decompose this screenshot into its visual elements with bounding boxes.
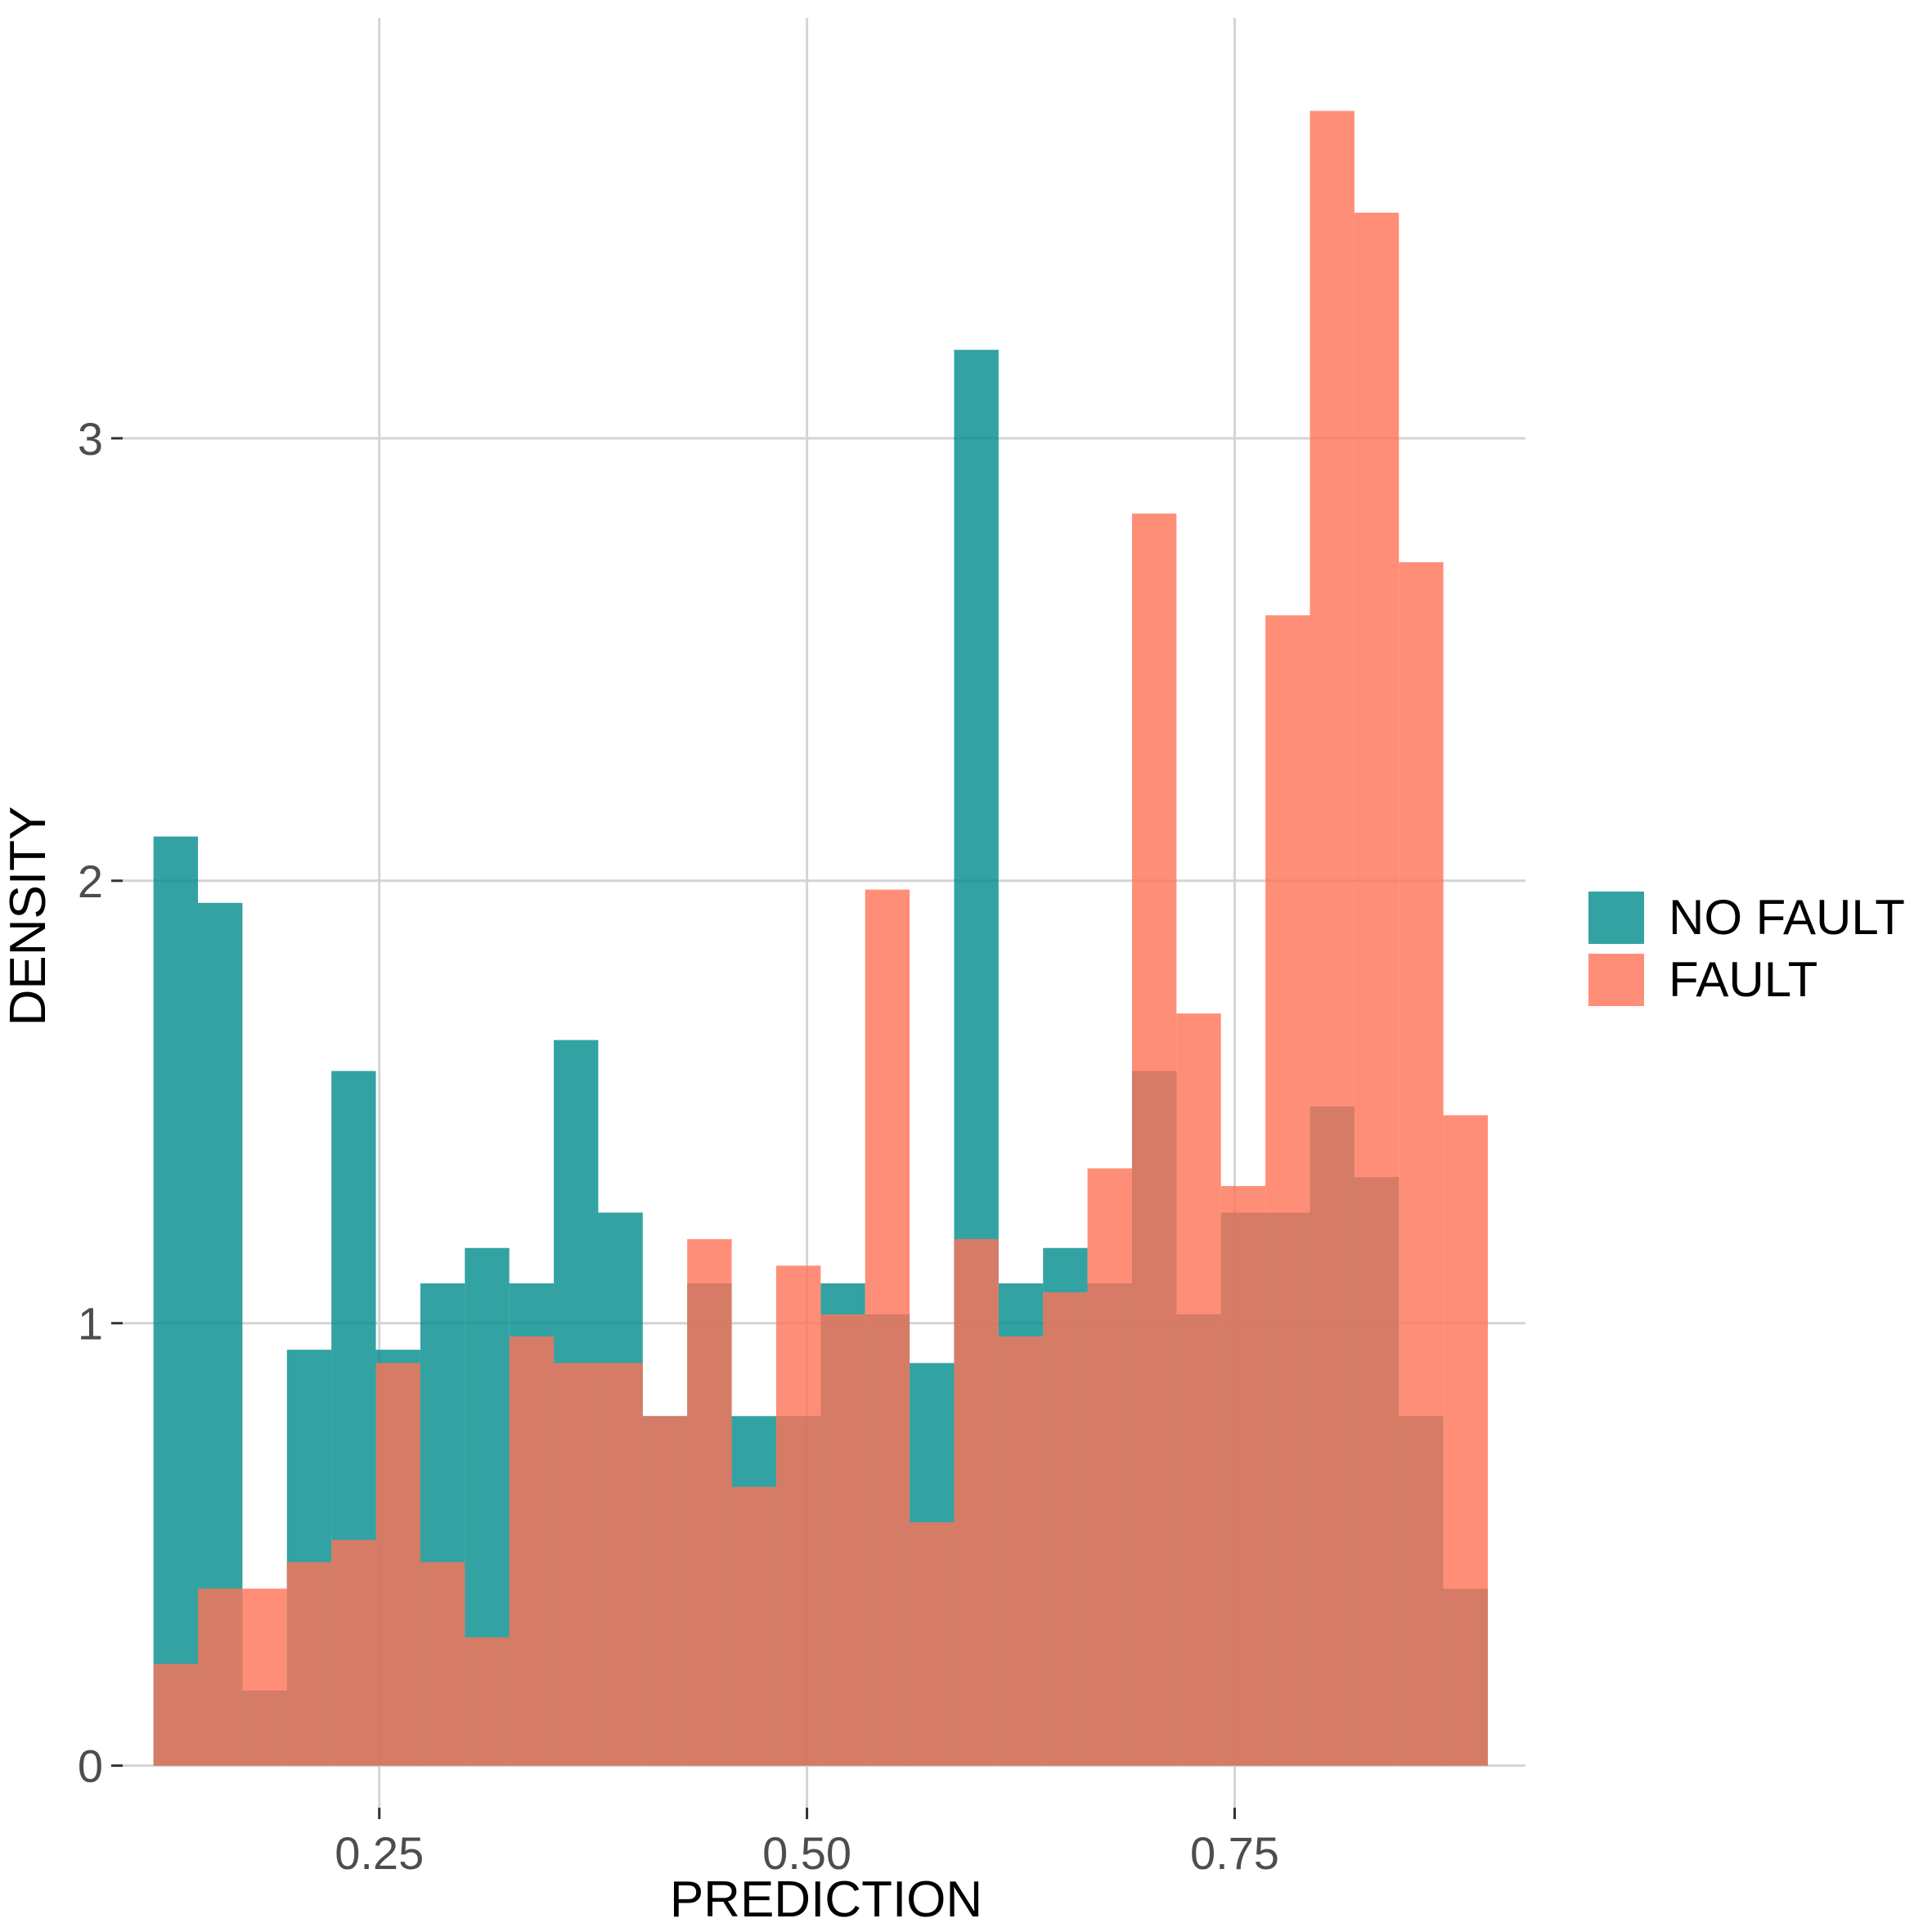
- bar: [1265, 615, 1310, 1766]
- legend-label: FAULT: [1669, 952, 1817, 1007]
- bar: [1354, 213, 1400, 1766]
- bar: [1310, 110, 1355, 1766]
- y-tick-label: 3: [78, 413, 103, 465]
- bar: [820, 1314, 865, 1766]
- legend-key: [1588, 892, 1644, 944]
- bar: [153, 1664, 199, 1766]
- bar: [375, 1363, 420, 1766]
- bar: [687, 1238, 732, 1766]
- bar: [331, 1539, 376, 1766]
- bar: [198, 1588, 243, 1766]
- bar: [1087, 1168, 1132, 1766]
- bar: [954, 1238, 999, 1766]
- bar: [242, 1588, 287, 1766]
- bar: [642, 1416, 688, 1766]
- bar: [1220, 1186, 1266, 1766]
- bar: [1443, 1115, 1488, 1766]
- y-tick-label: 2: [78, 856, 103, 907]
- axis-ticks: 0.25 0.50 0.75 0 1 2 3: [78, 413, 1279, 1879]
- x-axis-title: PREDICTION: [670, 1871, 982, 1928]
- y-tick-label: 1: [78, 1298, 103, 1350]
- bar: [1176, 1013, 1221, 1766]
- bar: [286, 1561, 332, 1766]
- y-tick-label: 0: [78, 1741, 103, 1792]
- bar: [420, 1561, 465, 1766]
- bar: [465, 1637, 510, 1766]
- bar: [910, 1522, 955, 1766]
- bar: [731, 1486, 776, 1766]
- bar: [509, 1336, 555, 1766]
- bar: [775, 1265, 821, 1766]
- bar: [865, 889, 910, 1766]
- y-axis-title: DENSITY: [0, 806, 56, 1027]
- bar: [1131, 513, 1177, 1766]
- legend: NO FAULT FAULT: [1588, 890, 1905, 1007]
- x-tick-label: 0.75: [1190, 1827, 1279, 1879]
- legend-key: [1588, 954, 1644, 1006]
- bar: [998, 1336, 1044, 1766]
- legend-label: NO FAULT: [1669, 890, 1905, 945]
- bar: [153, 836, 199, 1766]
- bar: [1399, 562, 1444, 1766]
- bar: [554, 1363, 599, 1766]
- x-tick-label: 0.25: [335, 1827, 424, 1879]
- bar: [598, 1363, 643, 1766]
- series-fault: [153, 110, 1488, 1766]
- x-tick-label: 0.50: [762, 1827, 851, 1879]
- bar: [1043, 1292, 1088, 1766]
- histogram-bars: [153, 110, 1488, 1766]
